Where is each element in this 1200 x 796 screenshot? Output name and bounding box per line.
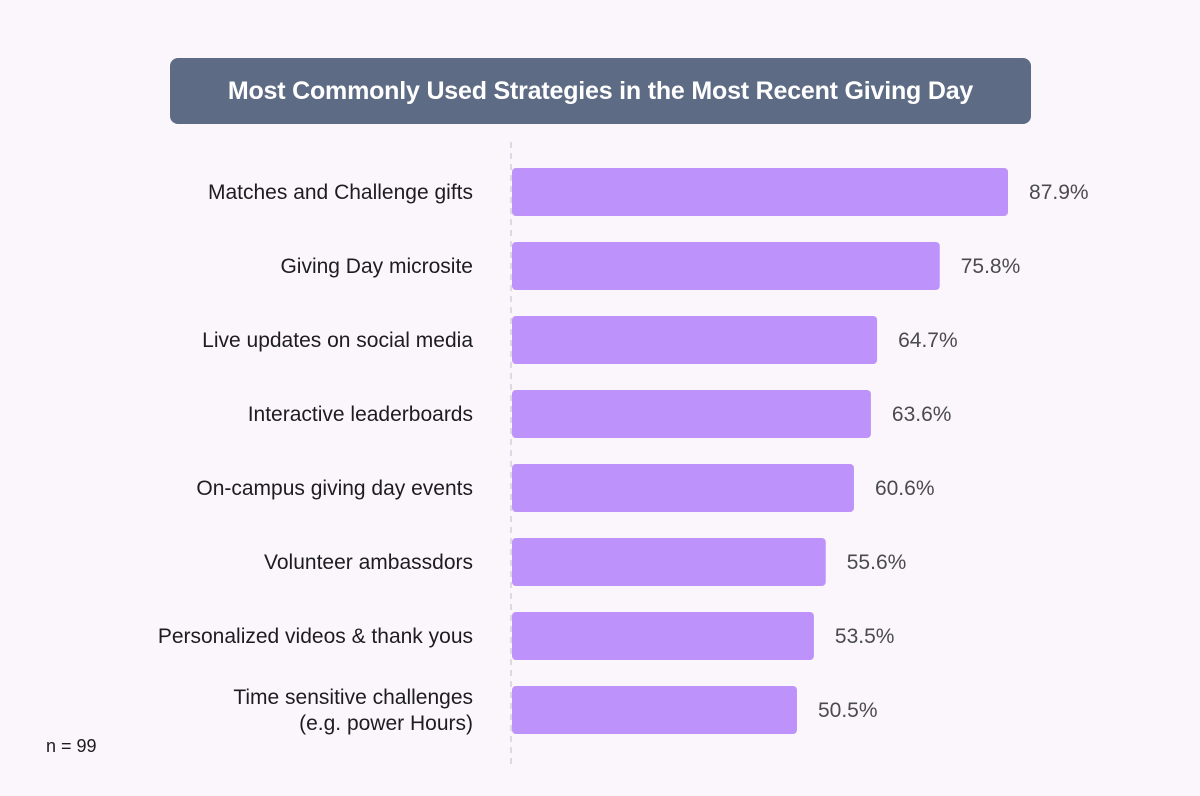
category-label: Time sensitive challenges <box>233 686 473 709</box>
category-label: Giving Day microsite <box>280 255 473 278</box>
bar-value-label: 75.8% <box>961 255 1021 278</box>
category-label: Interactive leaderboards <box>248 403 473 426</box>
category-label: Live updates on social media <box>202 329 473 352</box>
bar-value-label: 50.5% <box>818 699 878 722</box>
bar <box>512 316 878 364</box>
category-label: Personalized videos & thank yous <box>158 625 473 648</box>
sample-size-note: n = 99 <box>46 736 97 756</box>
bar-value-label: 63.6% <box>892 403 952 426</box>
category-label: Matches and Challenge gifts <box>208 181 473 204</box>
category-label: On-campus giving day events <box>196 477 473 500</box>
bar-value-label: 64.7% <box>898 329 958 352</box>
bar-value-label: 87.9% <box>1029 181 1089 204</box>
bar <box>512 538 826 586</box>
chart-title: Most Commonly Used Strategies in the Mos… <box>170 58 1031 124</box>
category-label: (e.g. power Hours) <box>299 712 473 735</box>
bar-value-label: 53.5% <box>835 625 895 648</box>
bar <box>512 168 1009 216</box>
bar <box>512 686 797 734</box>
bar <box>512 464 854 512</box>
category-label: Volunteer ambassdors <box>264 551 473 574</box>
bar <box>512 612 814 660</box>
bar <box>512 390 871 438</box>
bar <box>512 242 940 290</box>
bar-value-label: 55.6% <box>847 551 907 574</box>
bar-value-label: 60.6% <box>875 477 935 500</box>
